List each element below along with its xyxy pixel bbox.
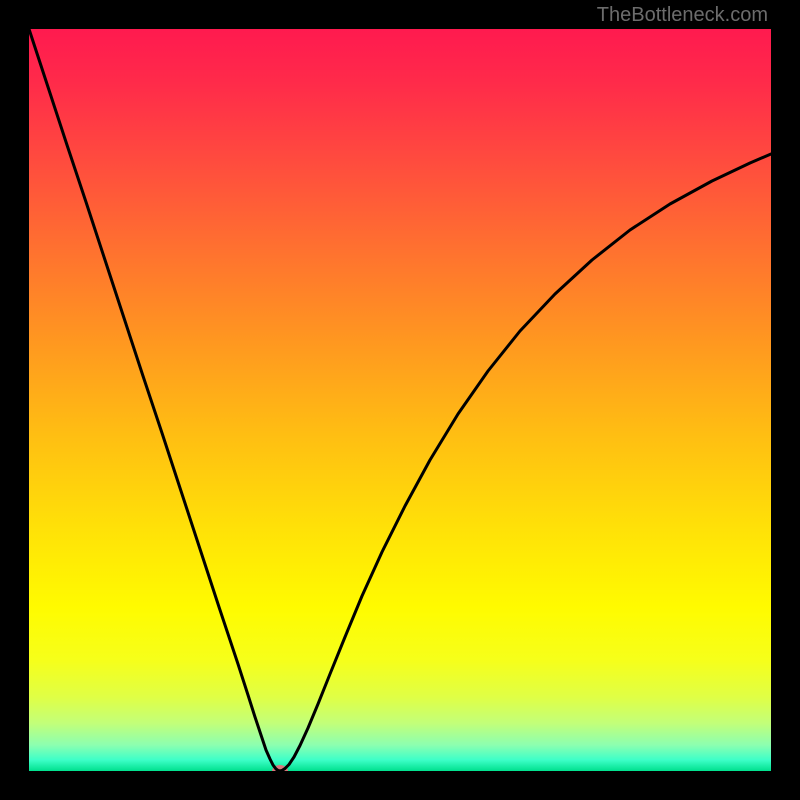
bottleneck-curve bbox=[29, 29, 771, 771]
curve-layer bbox=[29, 29, 771, 771]
plot-area bbox=[29, 29, 771, 771]
watermark-label: TheBottleneck.com bbox=[597, 4, 768, 27]
chart-frame: TheBottleneck.com bbox=[0, 0, 800, 800]
